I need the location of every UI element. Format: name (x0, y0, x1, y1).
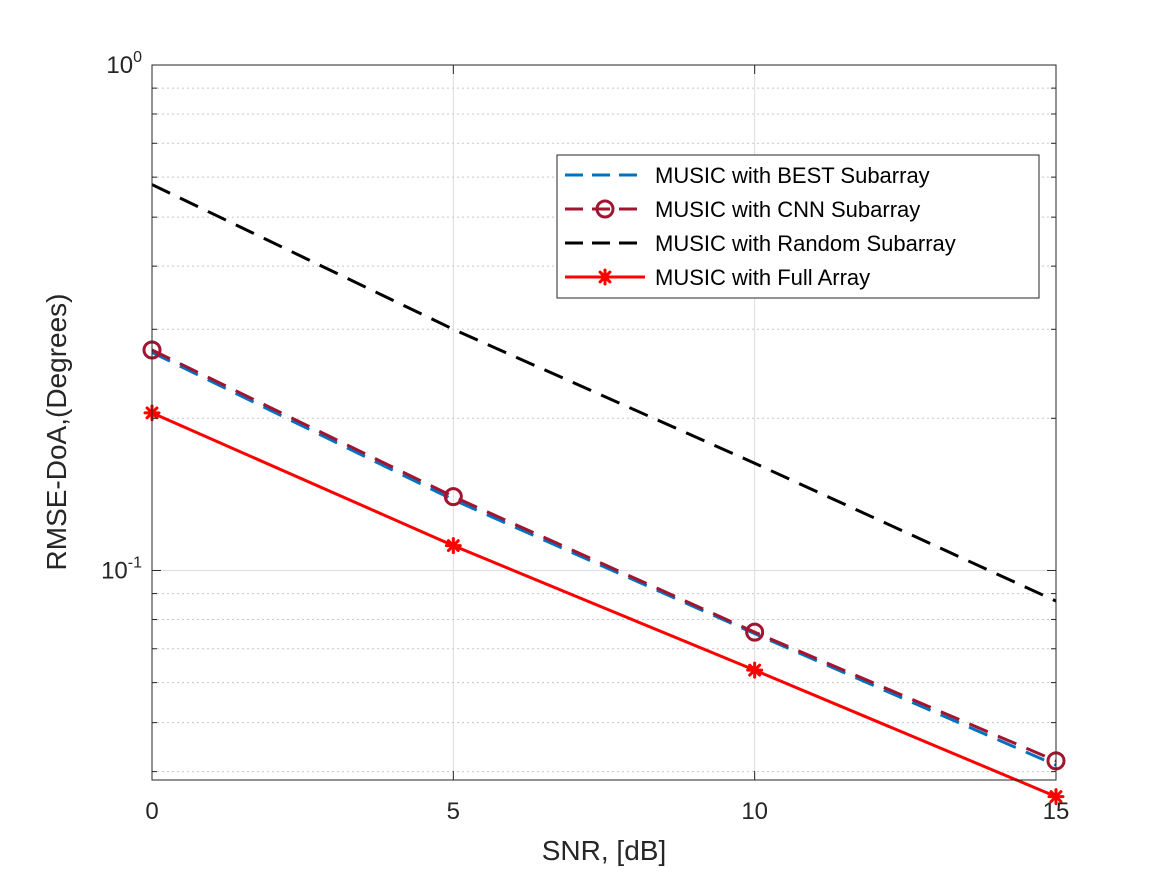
legend-item: MUSIC with BEST Subarray (565, 163, 930, 188)
series-line-2 (151, 348, 1057, 763)
legend-marker (596, 268, 614, 286)
series-line-3 (151, 183, 1057, 603)
axes-box (151, 64, 1057, 781)
series-line-4 (151, 411, 1057, 798)
y-tick-label: 10-1 (101, 554, 142, 584)
x-tick-label: 10 (741, 798, 768, 825)
x-axis-label: SNR, [dB] (542, 835, 666, 866)
legend-marker (595, 199, 615, 219)
legend-item: MUSIC with CNN Subarray (565, 197, 920, 222)
y-tick-label: 100 (106, 49, 142, 79)
legend-item: MUSIC with Full Array (565, 265, 870, 290)
y-tick-labels: 100 10-1 (101, 49, 142, 584)
series-2-marker (745, 622, 765, 642)
series-2-marker (443, 487, 463, 507)
series-line-1 (151, 351, 1057, 767)
legend-box (556, 154, 1040, 299)
legend: MUSIC with BEST Subarray MUSIC with CNN S… (556, 154, 1040, 299)
legend-label: MUSIC with Full Array (655, 265, 870, 290)
x-tick-label: 5 (447, 798, 460, 825)
legend-item: MUSIC with Random Subarray (565, 231, 956, 256)
ticks (151, 64, 1057, 780)
x-tick-label: 0 (145, 798, 158, 825)
series-4-marker (1047, 788, 1065, 806)
series-4-marker (444, 537, 462, 555)
series-lines (142, 183, 1066, 806)
x-tick-label: 15 (1043, 798, 1070, 825)
grid (152, 65, 1056, 780)
legend-label: MUSIC with CNN Subarray (655, 197, 920, 222)
legend-label: MUSIC with BEST Subarray (655, 163, 930, 188)
legend-label: MUSIC with Random Subarray (655, 231, 956, 256)
y-axis-label: RMSE-DoA,(Degrees) (41, 294, 72, 571)
x-tick-labels: 0 5 10 15 (145, 798, 1069, 825)
series-4-marker (746, 661, 764, 679)
